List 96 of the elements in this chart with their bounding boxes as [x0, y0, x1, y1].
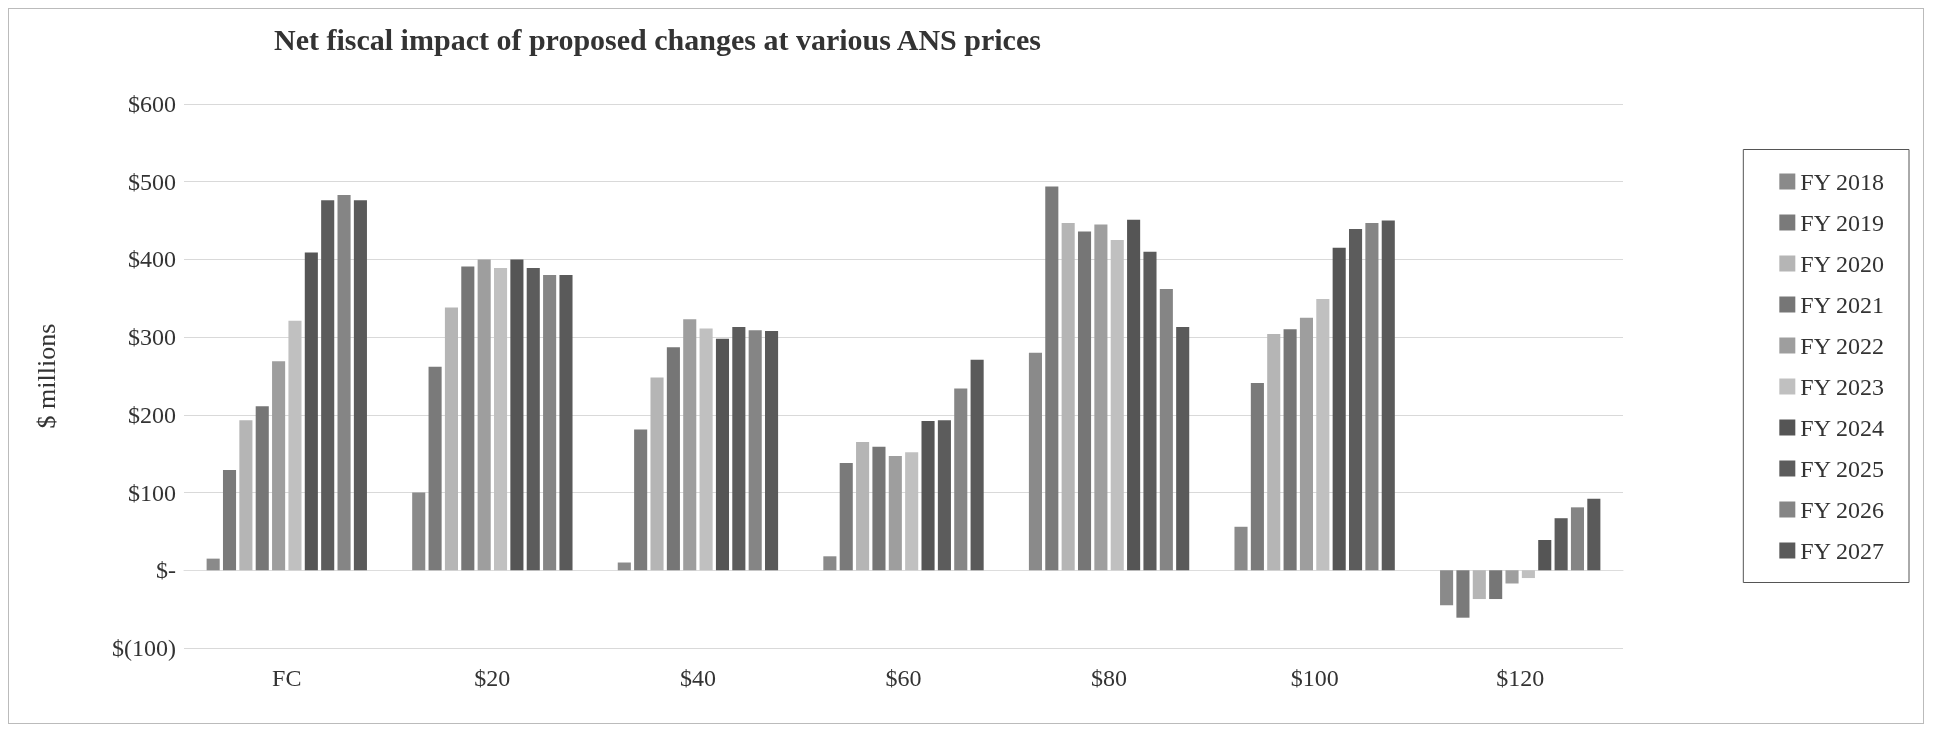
bar [1570, 507, 1585, 571]
bar [1472, 570, 1486, 600]
bar [765, 330, 779, 571]
bar [304, 252, 318, 571]
bar [1061, 222, 1075, 571]
bar [288, 320, 302, 571]
legend-label: FY 2021 [1800, 291, 1885, 318]
chart-title: Net fiscal impact of proposed changes at various ANS prices [274, 22, 1041, 56]
y-tick-label: $500 [128, 168, 176, 195]
bar [222, 470, 237, 571]
bar [428, 366, 442, 571]
bar [1587, 498, 1601, 571]
legend-label: FY 2026 [1800, 496, 1885, 523]
bar [1381, 220, 1395, 571]
bar [748, 330, 762, 571]
bar [1045, 186, 1059, 571]
bar [412, 492, 426, 571]
bar [206, 558, 220, 571]
bar [239, 420, 253, 571]
x-tick-label: $80 [1091, 665, 1128, 691]
bar [937, 420, 951, 571]
x-tick-label: $100 [1290, 665, 1339, 691]
y-tick-label: $100 [128, 479, 176, 506]
bar [1440, 570, 1454, 606]
bar [543, 274, 557, 571]
y-tick-label: $- [156, 557, 176, 584]
bar [905, 452, 919, 571]
bar [1077, 231, 1092, 571]
bar [732, 327, 746, 571]
bar [1028, 352, 1042, 571]
bar [1176, 327, 1190, 571]
bar [650, 377, 664, 571]
bar [1538, 539, 1552, 571]
legend-label: FY 2023 [1800, 373, 1885, 400]
bar [823, 556, 837, 571]
bar [666, 347, 680, 571]
y-tick-label: $300 [128, 324, 176, 351]
legend-label: FY 2018 [1800, 168, 1885, 195]
y-tick-label: $200 [128, 401, 176, 428]
bar [1234, 526, 1248, 571]
bar [353, 200, 367, 571]
bar [1332, 247, 1346, 571]
bar [1159, 288, 1173, 571]
bar [461, 266, 475, 571]
bar [856, 442, 870, 571]
bar [1521, 570, 1535, 579]
bar [1094, 224, 1108, 571]
bar [493, 267, 508, 571]
bar [921, 421, 935, 571]
bar [1365, 222, 1379, 571]
bar [715, 338, 730, 571]
legend-label: FY 2024 [1800, 414, 1885, 441]
legend-label: FY 2027 [1800, 537, 1885, 564]
bar [1110, 240, 1124, 571]
bar [1283, 329, 1297, 571]
y-tick-label: $(100) [112, 635, 176, 661]
legend-label: FY 2020 [1800, 250, 1885, 277]
bar [1349, 229, 1363, 571]
y-tick-label: $600 [128, 91, 176, 117]
bar [1316, 299, 1330, 571]
bar [1505, 570, 1519, 584]
legend-label: FY 2022 [1800, 332, 1885, 359]
bar [839, 463, 853, 571]
bar [699, 328, 713, 571]
bar [1299, 317, 1314, 571]
bar [477, 259, 491, 571]
bar [954, 388, 968, 571]
bar [1143, 251, 1157, 571]
bar [510, 259, 524, 571]
bar [337, 194, 351, 571]
bar [1554, 518, 1568, 571]
bar [1250, 382, 1264, 571]
bar [321, 200, 335, 571]
x-tick-label: $60 [885, 665, 922, 691]
bar [1456, 570, 1470, 618]
bar [1489, 570, 1503, 600]
y-axis-title: $ millions [31, 323, 61, 429]
bar [970, 359, 984, 571]
bar [526, 267, 540, 571]
legend-label: FY 2019 [1800, 209, 1885, 236]
bar [888, 456, 902, 571]
bar [272, 361, 286, 571]
bar [1127, 219, 1141, 571]
x-tick-label: FC [272, 665, 302, 691]
bar [559, 274, 573, 571]
legend-label: FY 2025 [1800, 455, 1885, 482]
x-tick-label: $40 [679, 665, 716, 691]
bar [1267, 334, 1281, 571]
bar [872, 446, 886, 571]
bar [683, 319, 697, 571]
bar [634, 429, 648, 571]
x-tick-label: $20 [474, 665, 511, 691]
bar [255, 406, 269, 571]
y-tick-label: $400 [128, 246, 176, 273]
bar [444, 307, 458, 571]
x-tick-label: $120 [1496, 665, 1545, 691]
